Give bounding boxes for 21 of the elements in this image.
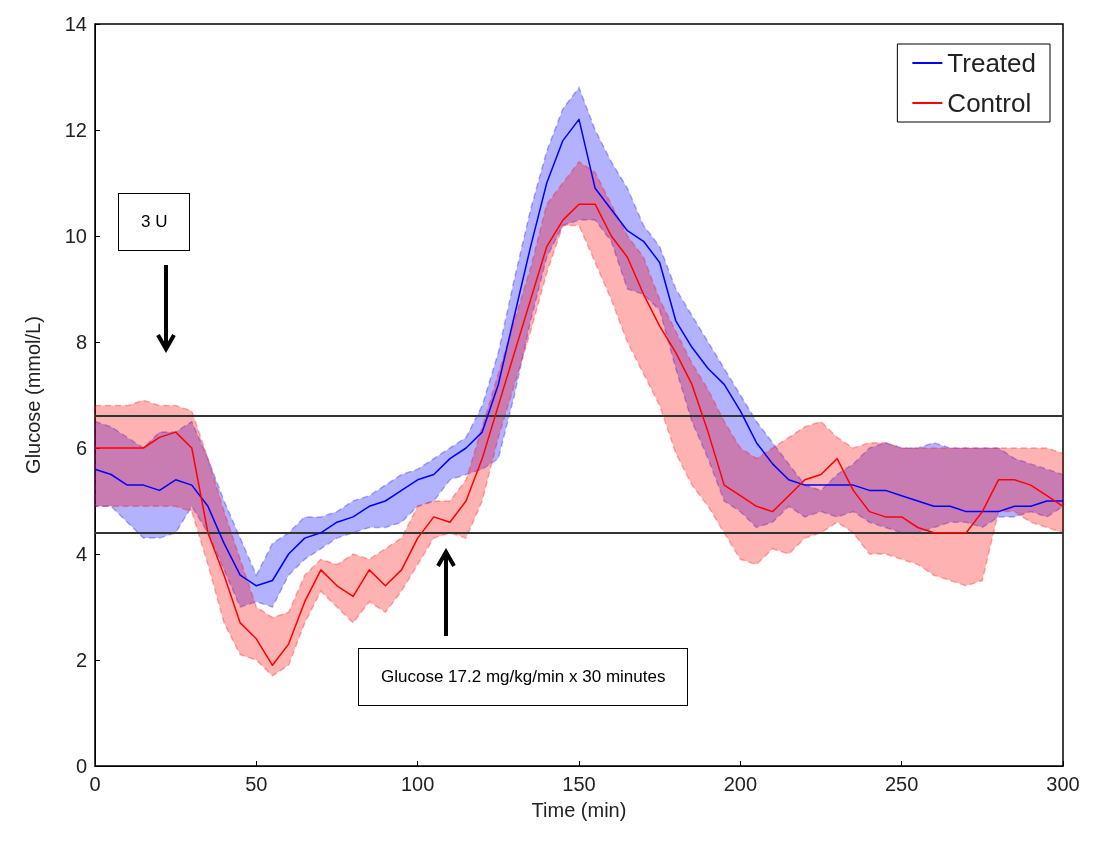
y-tick-label: 2	[75, 649, 87, 671]
x-tick-label: 150	[562, 773, 596, 795]
x-tick-label: 250	[884, 773, 919, 795]
annotation: 3 U	[118, 193, 191, 251]
y-tick-label: 8	[75, 331, 87, 353]
legend-label: Control	[947, 88, 1032, 118]
y-tick-label: 10	[64, 225, 87, 247]
annotation: Glucose 17.2 mg/kg/min x 30 minutes	[358, 648, 689, 706]
y-tick-label: 0	[75, 755, 87, 777]
y-tick-label: 6	[75, 437, 87, 459]
y-tick-label: 4	[75, 543, 87, 565]
x-tick-label: 0	[89, 773, 101, 795]
x-axis-title: Time (min)	[531, 799, 627, 821]
x-tick-label: 100	[400, 773, 435, 795]
x-tick-label: 200	[723, 773, 758, 795]
y-tick-label: 12	[64, 119, 87, 141]
x-tick-label: 50	[245, 773, 268, 795]
x-tick-label: 300	[1046, 773, 1080, 795]
y-tick-label: 14	[64, 13, 87, 35]
legend-label: Treated	[947, 48, 1036, 78]
y-axis-title: Glucose (mmol/L)	[22, 316, 44, 474]
